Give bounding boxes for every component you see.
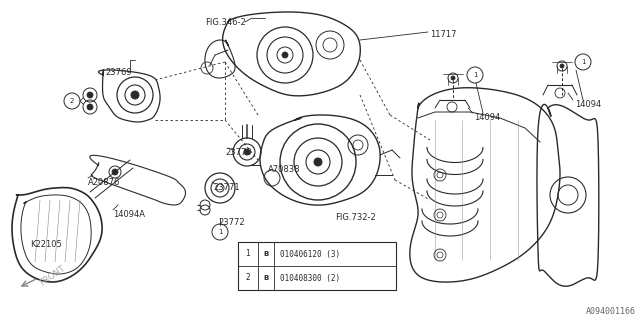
Text: 14094: 14094	[474, 113, 500, 122]
Text: A70838: A70838	[268, 165, 301, 174]
Circle shape	[314, 158, 322, 166]
Text: 14094: 14094	[575, 100, 601, 109]
Circle shape	[87, 104, 93, 110]
Text: FIG.732-2: FIG.732-2	[335, 213, 376, 222]
Circle shape	[131, 91, 139, 99]
Text: 23771: 23771	[213, 183, 239, 192]
Text: A094001166: A094001166	[586, 307, 636, 316]
Text: 010408300 (2): 010408300 (2)	[280, 274, 340, 283]
Text: K22105: K22105	[30, 240, 61, 249]
Text: 1: 1	[246, 250, 250, 259]
Text: FIG.346-2: FIG.346-2	[205, 18, 246, 27]
Text: 23769: 23769	[105, 68, 132, 77]
Text: 11717: 11717	[430, 30, 456, 39]
Text: 14094A: 14094A	[113, 210, 145, 219]
Text: 1: 1	[218, 229, 222, 235]
Circle shape	[87, 92, 93, 98]
Text: B: B	[264, 251, 269, 257]
Circle shape	[560, 64, 564, 68]
Circle shape	[112, 169, 118, 175]
Text: 23770: 23770	[225, 148, 252, 157]
Text: 2: 2	[70, 98, 74, 104]
Text: 1: 1	[580, 59, 585, 65]
Circle shape	[282, 52, 288, 58]
Text: 23772: 23772	[218, 218, 244, 227]
Text: B: B	[264, 275, 269, 281]
Circle shape	[451, 76, 455, 80]
Text: 2: 2	[246, 274, 250, 283]
Text: 1: 1	[473, 72, 477, 78]
Text: 010406120 (3): 010406120 (3)	[280, 250, 340, 259]
Bar	[238, 242, 396, 290]
Text: FRONT: FRONT	[38, 263, 67, 287]
Circle shape	[244, 149, 250, 155]
Text: A20876: A20876	[88, 178, 120, 187]
